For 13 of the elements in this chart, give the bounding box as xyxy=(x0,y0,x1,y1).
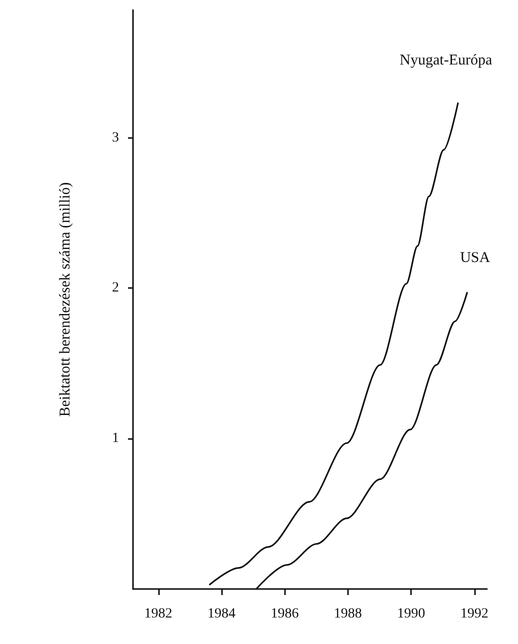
y-tick-label: 2 xyxy=(112,280,119,296)
x-tick-label: 1992 xyxy=(460,606,488,622)
x-tick-label: 1986 xyxy=(270,606,299,622)
text: Nyugat-Európa xyxy=(400,52,492,69)
x-tick-label: 1990 xyxy=(397,606,426,622)
y-tick-label: 3 xyxy=(112,130,119,146)
series-label: USA xyxy=(460,250,490,266)
x-tick-label: 1984 xyxy=(208,606,236,622)
x-tick-label: 1988 xyxy=(334,606,362,622)
line-series xyxy=(209,102,459,586)
x-tick-label: 1982 xyxy=(144,606,172,622)
y-tick-label: 1 xyxy=(112,431,119,446)
y-axis-title: Beiktatott berendezések száma (millió) xyxy=(58,182,74,417)
